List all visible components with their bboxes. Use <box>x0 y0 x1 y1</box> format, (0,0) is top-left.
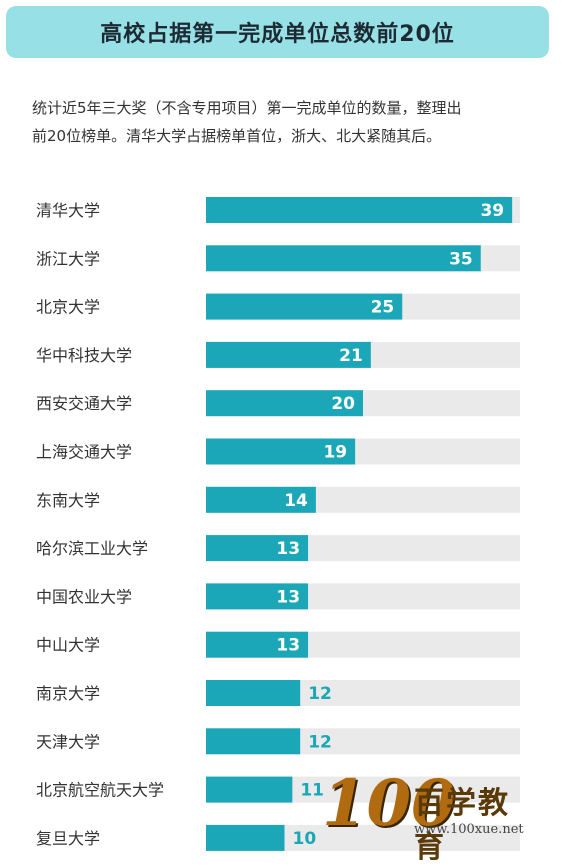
value-label: 35 <box>449 249 473 269</box>
bar <box>206 293 403 320</box>
bar <box>206 631 309 658</box>
value-label: 14 <box>284 491 308 511</box>
category-label: 复旦大学 <box>36 829 100 848</box>
bar <box>206 438 356 465</box>
bar <box>206 776 293 803</box>
value-label: 13 <box>276 539 300 559</box>
bar <box>206 341 371 368</box>
value-label: 11 <box>300 781 324 801</box>
value-label: 19 <box>323 443 347 463</box>
value-label: 39 <box>480 201 504 221</box>
value-label: 20 <box>331 394 355 414</box>
category-label: 哈尔滨工业大学 <box>36 539 148 558</box>
description-line-2: 前20位榜单。清华大学占据榜单首位，浙大、北大紧随其后。 <box>32 127 442 145</box>
value-label: 21 <box>339 346 363 366</box>
bar <box>206 824 285 851</box>
description-line-1: 统计近5年三大奖（不含专用项目）第一完成单位的数量，整理出 <box>32 99 462 117</box>
category-label: 上海交通大学 <box>36 443 132 462</box>
value-label: 25 <box>371 298 395 318</box>
category-label: 浙江大学 <box>36 249 100 268</box>
value-label: 13 <box>276 636 300 656</box>
category-label: 北京大学 <box>36 298 100 317</box>
category-label: 西安交通大学 <box>36 394 132 413</box>
category-label: 清华大学 <box>36 201 100 220</box>
category-label: 中国农业大学 <box>36 587 132 606</box>
bar <box>206 583 309 610</box>
value-label: 13 <box>276 587 300 607</box>
description: 统计近5年三大奖（不含专用项目）第一完成单位的数量，整理出 前20位榜单。清华大… <box>32 94 532 150</box>
bar <box>206 728 301 755</box>
category-label: 天津大学 <box>36 732 100 751</box>
bar <box>206 390 363 417</box>
category-label: 中山大学 <box>36 636 100 655</box>
bar <box>206 680 301 706</box>
category-label: 东南大学 <box>36 491 100 510</box>
bar <box>206 245 481 272</box>
title-banner: 高校占据第一完成单位总数前20位 <box>6 6 549 58</box>
value-label: 10 <box>293 829 317 849</box>
category-label: 南京大学 <box>36 684 100 703</box>
bar <box>206 535 309 562</box>
bar <box>206 486 316 513</box>
bar <box>206 197 513 223</box>
category-label: 华中科技大学 <box>36 346 132 365</box>
value-label: 12 <box>308 732 332 752</box>
category-label: 北京航空航天大学 <box>36 781 164 800</box>
value-label: 12 <box>308 684 332 704</box>
chart-title: 高校占据第一完成单位总数前20位 <box>100 22 455 47</box>
